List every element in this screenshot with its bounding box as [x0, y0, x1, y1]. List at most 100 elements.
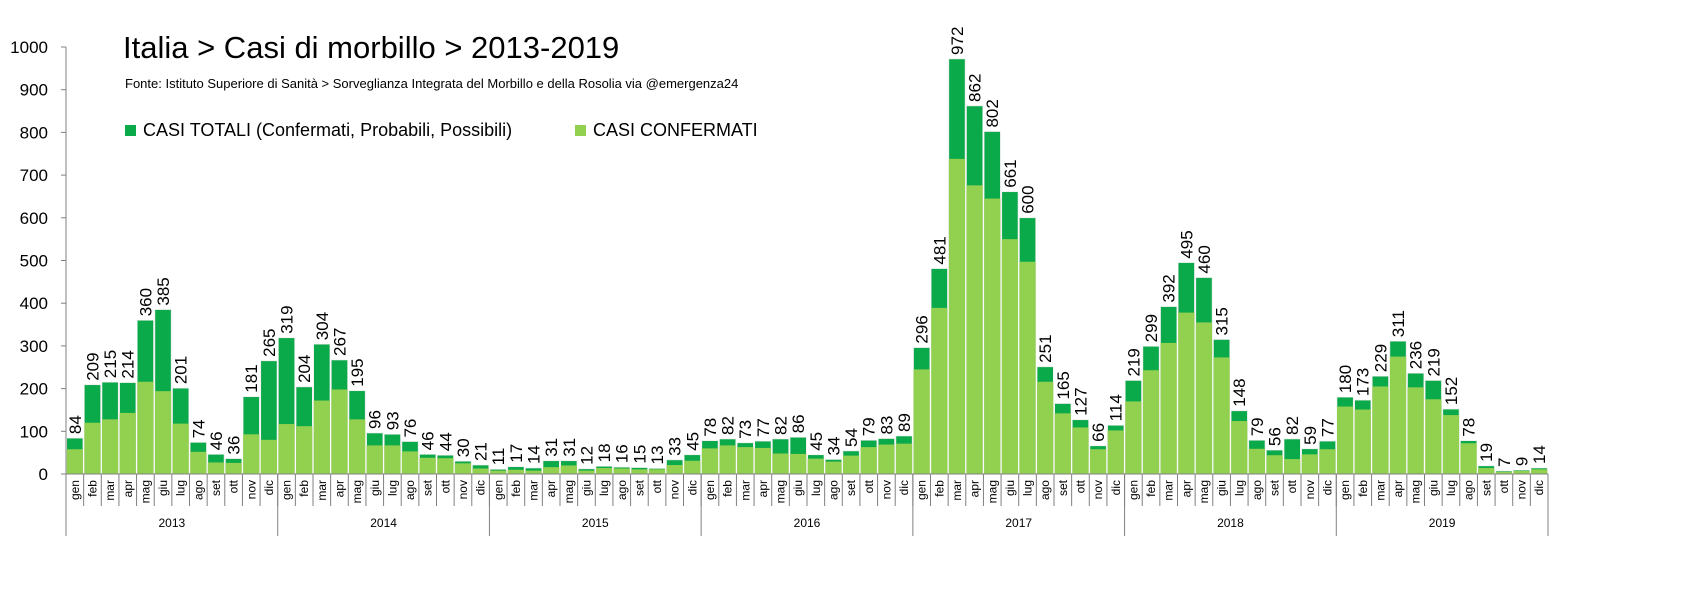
bar-confirmed — [878, 444, 895, 474]
legend-label-confirmed: CASI CONFERMATI — [593, 120, 758, 140]
bar-confirmed — [1213, 357, 1230, 474]
month-label: set — [632, 479, 646, 496]
month-label: set — [1268, 479, 1282, 496]
month-label: gen — [1126, 480, 1140, 500]
data-label: 13 — [648, 446, 667, 465]
bar-confirmed — [1089, 449, 1107, 474]
month-label: mag — [562, 480, 576, 503]
bar-confirmed — [948, 158, 966, 474]
month-label: ott — [862, 479, 876, 493]
data-label: 304 — [313, 312, 332, 340]
data-label: 215 — [101, 350, 120, 378]
bar-confirmed — [172, 423, 189, 474]
data-label: 204 — [295, 355, 314, 383]
data-label: 14 — [525, 445, 544, 464]
month-label: gen — [68, 480, 82, 500]
data-label: 82 — [772, 416, 791, 435]
month-label: ott — [650, 479, 664, 493]
chart-subtitle: Fonte: Istituto Superiore di Sanità > So… — [125, 76, 739, 91]
bar-confirmed — [790, 453, 807, 474]
data-label: 229 — [1371, 344, 1390, 372]
month-label: ott — [227, 479, 241, 493]
bar-confirmed — [507, 469, 525, 474]
data-label: 214 — [119, 350, 138, 378]
bar-confirmed — [1372, 386, 1389, 474]
month-label: mag — [1409, 480, 1423, 503]
month-label: lug — [1444, 480, 1458, 496]
bar-confirmed — [1284, 459, 1301, 474]
bar-confirmed — [154, 391, 172, 474]
bar-confirmed — [1266, 455, 1283, 474]
month-label: giu — [579, 480, 593, 496]
bar-confirmed — [1072, 427, 1089, 474]
month-label: lug — [597, 480, 611, 496]
bar-confirmed — [1160, 342, 1177, 474]
bar-confirmed — [560, 465, 577, 474]
month-label: giu — [791, 480, 805, 496]
bar-confirmed — [260, 439, 278, 474]
data-label: 36 — [225, 436, 244, 455]
month-label: nov — [1303, 480, 1317, 499]
month-label: set — [1479, 479, 1493, 496]
bar-confirmed — [1478, 468, 1495, 474]
month-label: dic — [685, 480, 699, 495]
bar-confirmed — [1037, 381, 1054, 474]
data-label: 360 — [136, 288, 155, 316]
bar-confirmed — [772, 453, 789, 474]
y-tick-label: 1000 — [10, 38, 48, 57]
data-label: 44 — [436, 432, 455, 451]
data-label: 495 — [1177, 230, 1196, 258]
month-label: giu — [368, 480, 382, 496]
month-label: feb — [932, 480, 946, 497]
data-label: 17 — [507, 444, 526, 463]
bar-confirmed — [313, 400, 330, 474]
month-label: ott — [1285, 479, 1299, 493]
month-label: gen — [491, 480, 505, 500]
data-label: 661 — [1001, 159, 1020, 187]
month-label: mar — [103, 480, 117, 501]
data-label: 209 — [83, 352, 102, 380]
month-label: ago — [826, 480, 840, 500]
data-label: 148 — [1230, 378, 1249, 406]
month-label: nov — [244, 480, 258, 499]
month-label: gen — [915, 480, 929, 500]
year-label: 2019 — [1429, 516, 1456, 530]
data-label: 45 — [807, 432, 826, 451]
data-label: 46 — [419, 431, 438, 450]
bar-confirmed — [1442, 415, 1460, 474]
data-label: 127 — [1071, 387, 1090, 415]
bar-confirmed — [595, 468, 613, 474]
data-label: 180 — [1336, 365, 1355, 393]
data-label: 600 — [1019, 185, 1038, 213]
y-tick-label: 900 — [20, 81, 48, 100]
data-label: 76 — [401, 419, 420, 438]
data-label: 77 — [754, 418, 773, 437]
bar-confirmed — [419, 457, 436, 474]
year-label: 2013 — [159, 516, 186, 530]
data-label: 96 — [366, 410, 385, 429]
bar-confirmed — [1142, 370, 1160, 474]
bar-confirmed — [331, 389, 348, 474]
bar-confirmed — [348, 419, 366, 474]
data-label: 219 — [1424, 348, 1443, 376]
month-label: lug — [809, 480, 823, 496]
data-label: 181 — [242, 364, 261, 392]
bar-confirmed — [1354, 409, 1371, 474]
month-label: mar — [1162, 480, 1176, 501]
y-tick-label: 800 — [20, 123, 48, 142]
bar-confirmed — [807, 458, 824, 474]
month-label: ago — [403, 480, 417, 500]
data-label: 78 — [1460, 418, 1479, 437]
bar-confirmed — [860, 447, 877, 474]
month-label: nov — [1091, 480, 1105, 499]
data-label: 460 — [1195, 245, 1214, 273]
data-label: 16 — [613, 444, 632, 463]
data-label: 31 — [542, 438, 561, 457]
bar-confirmed — [190, 451, 207, 474]
month-label: mar — [315, 480, 329, 501]
month-label: nov — [456, 480, 470, 499]
month-label: mag — [138, 480, 152, 503]
data-label: 267 — [330, 328, 349, 356]
legend-swatch-confirmed — [575, 125, 586, 136]
data-label: 89 — [895, 413, 914, 432]
